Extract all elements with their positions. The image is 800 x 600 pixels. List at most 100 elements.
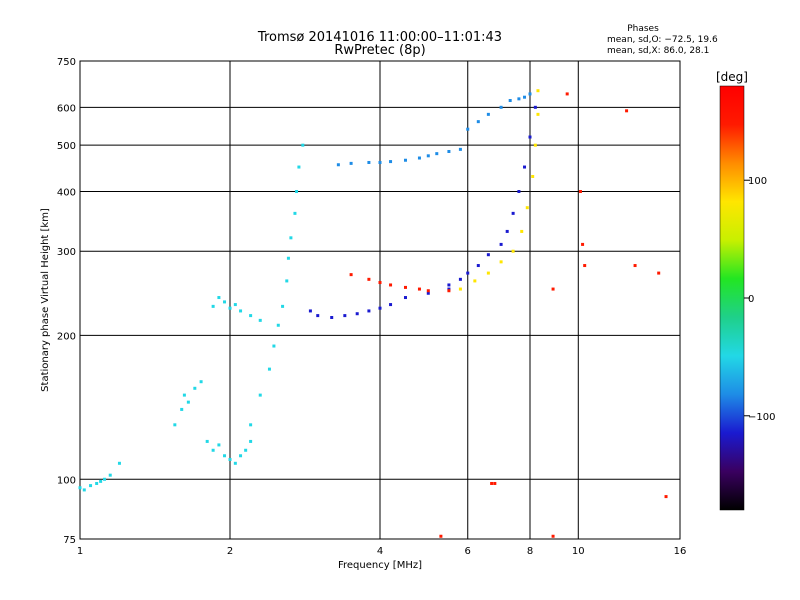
data-point <box>517 97 521 101</box>
data-point <box>536 89 540 93</box>
data-point <box>211 448 215 452</box>
data-point <box>403 285 407 289</box>
data-point <box>583 264 587 268</box>
y-tick-label: 400 <box>57 187 76 198</box>
y-tick-label: 300 <box>57 247 76 258</box>
colorbar-tick-label: 0 <box>748 294 754 305</box>
data-point <box>389 160 393 164</box>
data-point <box>330 315 334 319</box>
data-point <box>520 229 524 233</box>
data-point <box>536 112 540 116</box>
data-point <box>205 439 209 443</box>
data-point <box>272 344 276 348</box>
x-tick-label: 4 <box>377 546 383 557</box>
colorbar: [deg] 100 0 −100 <box>716 70 775 511</box>
data-point <box>223 454 227 458</box>
data-point <box>258 318 262 322</box>
colorbar-ticks: 100 0 −100 <box>744 176 775 423</box>
data-point <box>281 304 285 308</box>
data-point <box>528 92 532 96</box>
data-point <box>367 160 371 164</box>
chart-title-line2: RwPretec (8p) <box>334 43 425 58</box>
data-point <box>458 147 462 151</box>
data-point <box>476 120 480 124</box>
data-point <box>297 165 301 169</box>
data-point <box>523 165 527 169</box>
data-point <box>293 211 297 215</box>
stats-line-x: mean, sd,X: 86.0, 28.1 <box>607 46 709 56</box>
data-point <box>531 174 535 178</box>
data-point <box>233 461 237 465</box>
data-point <box>447 289 451 293</box>
data-point <box>193 386 197 390</box>
data-point <box>657 271 661 275</box>
y-tick-label: 100 <box>57 475 76 486</box>
data-point <box>417 156 421 160</box>
data-point <box>239 454 243 458</box>
data-point <box>533 143 537 147</box>
data-point <box>466 271 470 275</box>
data-point <box>493 481 497 485</box>
data-point <box>473 279 477 283</box>
data-point <box>435 152 439 156</box>
data-point <box>228 306 232 310</box>
data-point <box>249 423 253 427</box>
data-point <box>301 143 305 147</box>
data-point <box>389 283 393 287</box>
stats-header: Phases <box>627 24 659 34</box>
data-point <box>249 439 253 443</box>
data-point <box>308 309 312 313</box>
y-tick-label: 600 <box>57 103 76 114</box>
data-point <box>458 287 462 291</box>
data-point <box>258 393 262 397</box>
data-point <box>295 189 299 193</box>
data-point <box>286 256 290 260</box>
grid-lines <box>80 61 680 539</box>
colorbar-label: [deg] <box>716 70 748 84</box>
y-tick-label: 500 <box>57 141 76 152</box>
data-point <box>244 448 248 452</box>
data-point <box>378 306 382 310</box>
data-point <box>276 323 280 327</box>
data-point <box>355 312 359 316</box>
data-point <box>508 99 512 103</box>
data-point <box>223 300 227 304</box>
data-point <box>403 158 407 162</box>
data-point <box>505 229 509 233</box>
x-tick-label: 10 <box>572 546 585 557</box>
data-point <box>267 367 271 371</box>
data-point <box>336 163 340 167</box>
data-point <box>367 309 371 313</box>
data-point <box>233 303 237 307</box>
x-axis-label: Frequency [MHz] <box>338 560 422 571</box>
stats-line-o: mean, sd,O: −72.5, 19.6 <box>607 35 718 45</box>
y-tick-labels: 75 100 200 300 400 500 600 750 <box>57 57 76 546</box>
data-point <box>217 296 221 300</box>
data-point <box>664 495 668 499</box>
data-point <box>199 380 203 384</box>
data-point <box>511 249 515 253</box>
x-tick-label: 2 <box>227 546 233 557</box>
colorbar-gradient <box>719 85 745 511</box>
data-point <box>403 296 407 300</box>
data-point <box>217 443 221 447</box>
data-point <box>426 291 430 295</box>
data-point <box>108 473 112 477</box>
data-point <box>82 488 86 492</box>
data-point <box>458 277 462 281</box>
data-point <box>78 486 82 490</box>
data-point <box>378 281 382 285</box>
data-point <box>490 481 494 485</box>
data-point <box>186 400 190 404</box>
data-point <box>499 105 503 109</box>
data-point <box>249 314 253 318</box>
data-point <box>486 271 490 275</box>
data-point <box>117 461 121 465</box>
y-tick-label: 75 <box>63 535 76 546</box>
data-point <box>228 457 232 461</box>
x-tick-label: 8 <box>527 546 533 557</box>
data-point <box>523 95 527 99</box>
data-point <box>349 161 353 165</box>
data-point <box>99 479 103 483</box>
